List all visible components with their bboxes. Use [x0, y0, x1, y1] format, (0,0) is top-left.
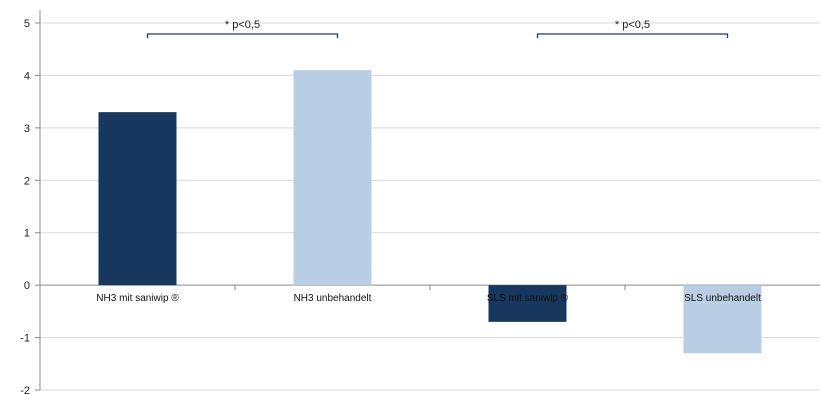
category-label: NH3 mit saniwip ®: [96, 293, 179, 304]
category-label: NH3 unbehandelt: [294, 293, 372, 304]
category-labels: NH3 mit saniwip ® NH3 unbehandelt SLS mit …: [96, 293, 761, 304]
significance-annotations: * p<0,5 * p<0,5: [146, 19, 729, 38]
y-tick-label: -1: [20, 333, 30, 345]
y-tick-label: 0: [24, 280, 30, 292]
bar: [488, 285, 567, 322]
y-tick-label: 2: [24, 175, 30, 187]
y-tick-label: -2: [20, 385, 30, 395]
bar: [683, 285, 762, 354]
bar: [98, 112, 177, 286]
y-tick-label: 4: [24, 70, 30, 82]
y-tick-label: 5: [24, 18, 30, 30]
significance-label: * p<0,5: [615, 19, 650, 31]
bar: [293, 70, 372, 286]
bars: [98, 70, 762, 354]
category-label: SLS unbehandelt: [684, 293, 761, 304]
y-tick-label: 3: [24, 123, 30, 135]
y-tick-label: 1: [24, 228, 30, 240]
significance-bracket: [536, 33, 729, 38]
significance-bracket: [146, 33, 339, 38]
significance-label: * p<0,5: [225, 19, 260, 31]
category-label: SLS mit saniwip ®: [487, 293, 569, 304]
